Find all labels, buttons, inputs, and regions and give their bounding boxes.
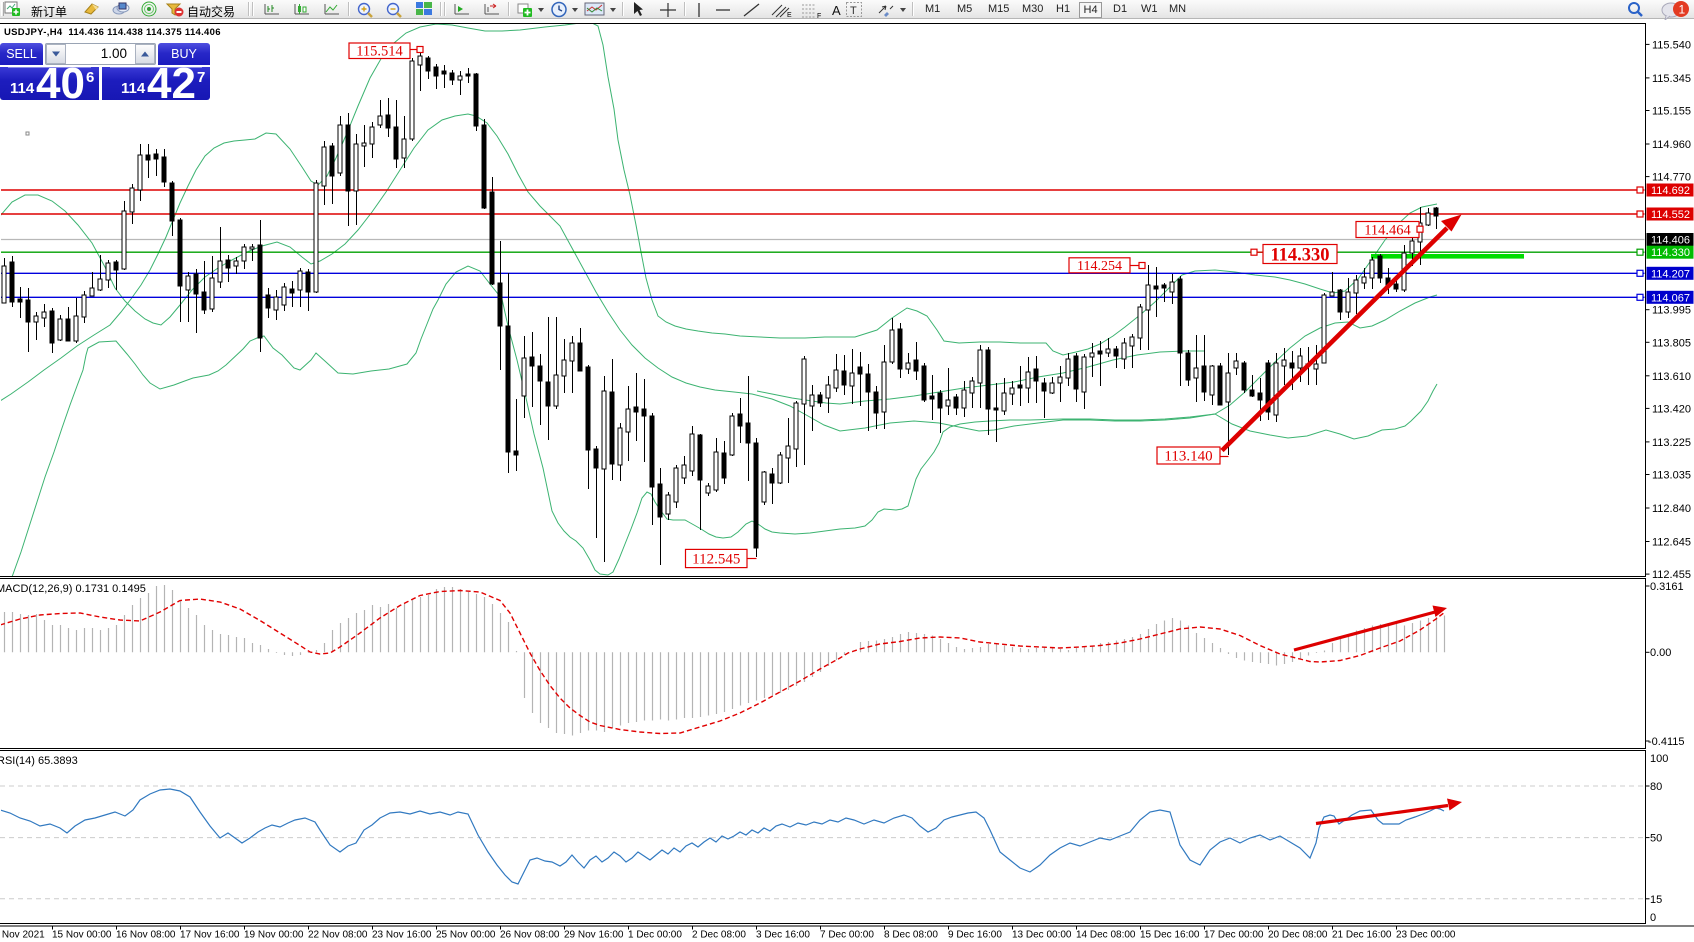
svg-text:100: 100 <box>1650 753 1668 765</box>
svg-text:114.254: 114.254 <box>1077 259 1122 274</box>
svg-text:29 Nov 16:00: 29 Nov 16:00 <box>564 930 624 941</box>
svg-text:113.610: 113.610 <box>1652 371 1691 383</box>
svg-text:13 Dec 00:00: 13 Dec 00:00 <box>1012 930 1072 941</box>
svg-text:14 Dec 08:00: 14 Dec 08:00 <box>1076 930 1136 941</box>
svg-text:20 Dec 08:00: 20 Dec 08:00 <box>1268 930 1328 941</box>
svg-text:25 Nov 00:00: 25 Nov 00:00 <box>436 930 496 941</box>
svg-text:F: F <box>817 13 821 19</box>
svg-text:112.545: 112.545 <box>692 552 740 568</box>
svg-text:RSI(14) 65.3893: RSI(14) 65.3893 <box>0 755 78 767</box>
svg-text:-0.4115: -0.4115 <box>1648 736 1685 748</box>
svg-text:114.406: 114.406 <box>1651 235 1690 247</box>
svg-text:9 Dec 16:00: 9 Dec 16:00 <box>948 930 1002 941</box>
svg-text:112.645: 112.645 <box>1652 537 1691 549</box>
svg-text:7 Dec 00:00: 7 Dec 00:00 <box>820 930 874 941</box>
svg-text:MACD(12,26,9) 0.1731 0.1495: MACD(12,26,9) 0.1731 0.1495 <box>0 583 146 595</box>
svg-text:50: 50 <box>1650 833 1662 845</box>
svg-text:15 Dec 16:00: 15 Dec 16:00 <box>1140 930 1200 941</box>
svg-text:23 Dec 00:00: 23 Dec 00:00 <box>1396 930 1456 941</box>
svg-text:T: T <box>850 5 857 17</box>
svg-text:1 Dec 00:00: 1 Dec 00:00 <box>628 930 682 941</box>
svg-text:114.067: 114.067 <box>1651 292 1690 304</box>
svg-text:113.225: 113.225 <box>1652 437 1691 449</box>
svg-text:8 Dec 08:00: 8 Dec 08:00 <box>884 930 938 941</box>
svg-text:115.514: 115.514 <box>356 44 403 60</box>
svg-text:112.455: 112.455 <box>1652 569 1691 581</box>
svg-text:2 Dec 08:00: 2 Dec 08:00 <box>692 930 746 941</box>
svg-text:17 Nov 16:00: 17 Nov 16:00 <box>180 930 240 941</box>
svg-text:15 Nov 00:00: 15 Nov 00:00 <box>52 930 112 941</box>
svg-text:0: 0 <box>1650 912 1656 924</box>
svg-text:113.035: 113.035 <box>1652 470 1691 482</box>
svg-text:USDJPY-,H4 114.436 114.438 11: USDJPY-,H4 114.436 114.438 114.375 114.4… <box>4 27 221 38</box>
svg-text:21 Dec 16:00: 21 Dec 16:00 <box>1332 930 1392 941</box>
svg-text:113.995: 113.995 <box>1652 305 1691 317</box>
svg-text:15: 15 <box>1650 894 1662 906</box>
svg-text:80: 80 <box>1650 781 1662 793</box>
svg-text:115.345: 115.345 <box>1652 73 1691 85</box>
svg-text:3 Dec 16:00: 3 Dec 16:00 <box>756 930 810 941</box>
svg-text:114.552: 114.552 <box>1651 209 1690 221</box>
svg-text:114.330: 114.330 <box>1270 245 1329 265</box>
svg-text:114.464: 114.464 <box>1364 222 1411 238</box>
svg-text:26 Nov 08:00: 26 Nov 08:00 <box>500 930 560 941</box>
svg-text:113.420: 113.420 <box>1652 403 1691 415</box>
svg-text:0.3161: 0.3161 <box>1650 581 1684 593</box>
svg-text:114.960: 114.960 <box>1652 139 1691 151</box>
svg-text:17 Dec 00:00: 17 Dec 00:00 <box>1204 930 1264 941</box>
svg-text:114.330: 114.330 <box>1651 247 1690 259</box>
svg-text:113.140: 113.140 <box>1164 449 1212 465</box>
svg-text:16 Nov 08:00: 16 Nov 08:00 <box>116 930 176 941</box>
svg-text:114.770: 114.770 <box>1652 172 1691 184</box>
svg-text:115.155: 115.155 <box>1652 106 1691 118</box>
svg-text:114.692: 114.692 <box>1651 185 1690 197</box>
svg-text:22 Nov 08:00: 22 Nov 08:00 <box>308 930 368 941</box>
svg-text:1: 1 <box>1679 3 1686 17</box>
svg-text:23 Nov 16:00: 23 Nov 16:00 <box>372 930 432 941</box>
svg-text:19 Nov 00:00: 19 Nov 00:00 <box>244 930 304 941</box>
svg-text:114.207: 114.207 <box>1651 268 1690 280</box>
svg-text:115.540: 115.540 <box>1652 39 1691 51</box>
svg-text:0.00: 0.00 <box>1650 647 1671 659</box>
svg-text:12 Nov 2021: 12 Nov 2021 <box>0 930 45 941</box>
svg-text:112.840: 112.840 <box>1652 503 1691 515</box>
svg-text:113.805: 113.805 <box>1652 337 1691 349</box>
svg-text:E: E <box>787 12 792 19</box>
